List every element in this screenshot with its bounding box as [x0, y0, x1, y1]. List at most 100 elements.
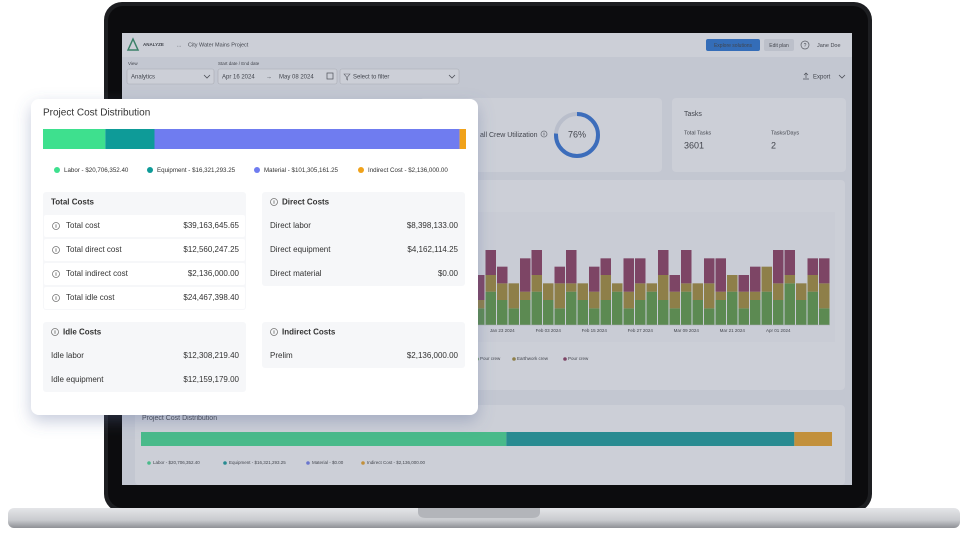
row-bg: [44, 215, 245, 237]
crew-bar: [635, 258, 646, 284]
crew-bar: [474, 300, 485, 309]
date-arrow: →: [266, 75, 272, 81]
explore-button[interactable]: [706, 39, 760, 51]
utilization-label: all Crew Utilization: [480, 132, 538, 139]
help-icon[interactable]: [800, 40, 810, 50]
crew-bar: [566, 283, 577, 292]
filter-select[interactable]: [339, 68, 460, 85]
view-select[interactable]: [126, 68, 215, 85]
crew-bar: [508, 283, 519, 309]
row-value: $8,398,133.00: [407, 221, 459, 230]
crew-bar: [497, 266, 508, 284]
crew-bar: [577, 300, 588, 325]
task-metric-label: Total Tasks: [684, 130, 711, 136]
section-bg: [262, 322, 465, 368]
legend-dot: [223, 461, 227, 465]
crew-bar: [485, 291, 496, 325]
info-icon: [51, 328, 59, 336]
x-tick-label: Mar 09 2024: [674, 328, 700, 333]
crew-bar: [508, 308, 519, 325]
legend-label: Material - $101,305,161.25: [264, 167, 339, 174]
date-label: Start date / End date: [218, 61, 260, 66]
row-label: Total cost: [66, 221, 101, 230]
tasks-title: Tasks: [684, 111, 702, 118]
section-title: Indirect Costs: [282, 328, 336, 337]
crew-bar: [658, 250, 669, 275]
crew-bar: [750, 266, 761, 292]
crew-bar: [520, 291, 531, 300]
task-metric-value: 2: [771, 140, 776, 150]
row-value: $12,159,179.00: [183, 375, 239, 384]
row-value: $4,162,114.25: [407, 245, 458, 254]
row-label: Prelim: [270, 351, 293, 360]
legend-label: Indirect Cost - $2,136,000.00: [368, 167, 448, 174]
row-label: Total direct cost: [66, 245, 122, 254]
section-title: Idle Costs: [63, 328, 102, 337]
crew-bar: [669, 291, 680, 309]
crew-bar: [566, 291, 577, 325]
info-icon: [52, 294, 60, 302]
legend-label: Pour crew: [480, 356, 501, 361]
x-tick-label: Jan 23 2024: [490, 328, 515, 333]
legend-dot: [358, 167, 364, 173]
filter-icon: [343, 73, 351, 81]
crew-bar: [669, 308, 680, 325]
crew-bar: [612, 283, 623, 292]
crew-bar: [681, 250, 692, 284]
date-range[interactable]: [217, 68, 338, 85]
section-bg: [43, 322, 246, 392]
crew-bar: [773, 250, 784, 284]
crew-bar: [589, 266, 600, 292]
legend-dot: [361, 461, 365, 465]
crew-bar: [807, 258, 818, 275]
edit-button-label: Edit plan: [769, 43, 789, 49]
crew-bar: [600, 300, 611, 325]
legend-dot: [54, 167, 60, 173]
info-icon: [540, 130, 548, 138]
crew-bar: [727, 291, 738, 325]
legend-dot: [254, 167, 260, 173]
crew-bar: [784, 283, 795, 325]
cost-card: Project Cost Distribution Labor - $20,706…: [31, 99, 478, 415]
legend-label: Equipment - $16,321,293.25: [157, 167, 236, 174]
crew-bar: [738, 275, 749, 292]
row-label: Idle equipment: [51, 375, 104, 384]
crew-bar: [543, 283, 554, 300]
crew-bar: [520, 300, 531, 325]
crew-bar: [554, 266, 565, 284]
crew-bar: [623, 258, 634, 292]
row-bg: [44, 263, 245, 285]
task-metric-label: Tasks/Days: [771, 130, 799, 136]
crew-bar: [612, 291, 623, 325]
crew-bar: [715, 300, 726, 325]
crew-bar: [485, 275, 496, 292]
card-bar-segment: [459, 129, 466, 149]
crew-bar: [623, 308, 634, 325]
crew-bar: [681, 283, 692, 292]
section-title: Direct Costs: [282, 198, 330, 207]
row-label: Direct labor: [270, 221, 311, 230]
x-tick-label: Apr 01 2024: [766, 328, 791, 333]
crew-bar: [554, 283, 565, 309]
row-value: $12,560,247.25: [183, 245, 239, 254]
task-metric-value: 3601: [684, 140, 704, 150]
crew-bar: [600, 275, 611, 300]
info-icon: [270, 328, 278, 336]
export-label: Export: [813, 75, 831, 81]
crew-bar: [692, 283, 703, 300]
edit-button[interactable]: [764, 39, 794, 51]
card-bar-segment: [154, 129, 460, 149]
crew-bar: [807, 291, 818, 325]
export-icon[interactable]: [803, 72, 809, 80]
cost-panel-title: Project Cost Distribution: [142, 415, 217, 422]
section-bg: [262, 192, 465, 286]
crew-bar: [819, 258, 830, 284]
crew-bar: [738, 308, 749, 325]
cost-bar-segment: [141, 432, 507, 446]
crew-bar: [715, 258, 726, 292]
explore-button-label: Explore solutions: [714, 43, 753, 49]
row-value: $12,308,219.40: [183, 351, 239, 360]
cost-bar-segment: [794, 432, 832, 446]
breadcrumb-sep: ...: [177, 42, 181, 48]
